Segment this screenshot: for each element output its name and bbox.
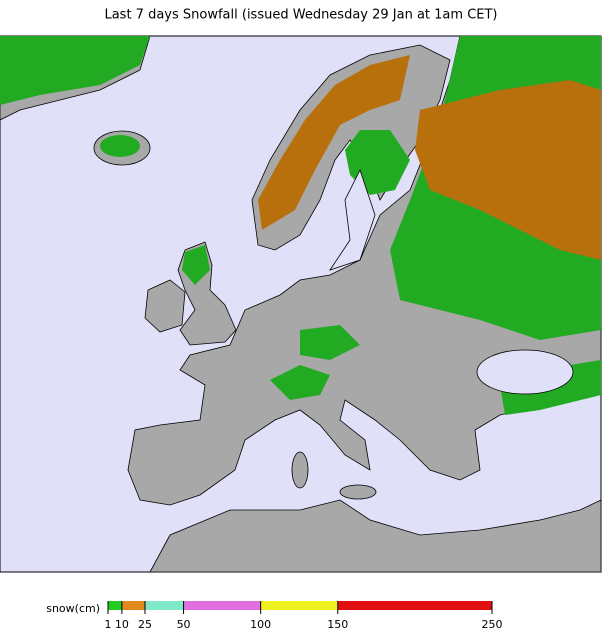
legend-tick-label: 25 [138,618,152,631]
legend-swatch [145,601,184,610]
legend-tick-label: 10 [115,618,129,631]
legend-tick-label: 1 [105,618,112,631]
sicily [339,484,377,500]
legend-tick-label: 150 [327,618,348,631]
legend: snow(cm) 1 10 25 50 100 150 250 [46,601,503,631]
snow-area [300,325,360,360]
snow-area [0,36,150,105]
legend-swatch [108,601,122,610]
legend-tick-label: 250 [482,618,503,631]
legend-swatch [121,601,146,610]
legend-swatch [337,601,492,610]
legend-label: snow(cm) [46,602,100,615]
legend-swatch [183,601,261,610]
snow-area [100,135,140,157]
black-sea [476,349,574,395]
legend-tick-label: 100 [250,618,271,631]
ireland [144,279,186,333]
snow-area [415,80,601,260]
snow-area [270,365,330,400]
legend-swatch [260,601,338,610]
map-title: Last 7 days Snowfall (issued Wednesday 2… [104,8,497,23]
map [0,35,602,573]
legend-tick-label: 50 [177,618,191,631]
north-africa [149,499,602,573]
baltic-sea [329,168,376,271]
corsica-sardinia [291,451,309,489]
snow-area [258,55,410,230]
snow-area [182,245,210,285]
